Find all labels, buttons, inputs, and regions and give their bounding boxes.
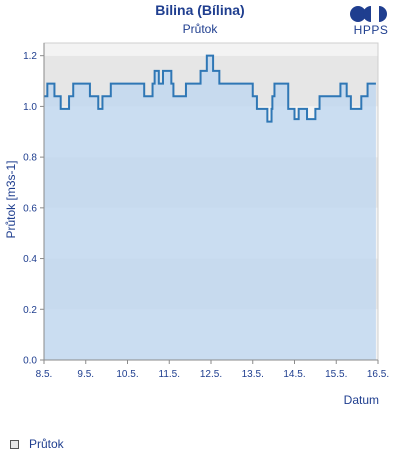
legend-swatch-icon[interactable] <box>10 439 19 449</box>
logo-mark-icon <box>350 6 387 22</box>
hpps-logo: HPPS <box>346 4 400 44</box>
x-tick-label: 10.5. <box>116 369 138 380</box>
y-tick-label: 0.6 <box>23 203 37 214</box>
x-tick-label: 8.5. <box>36 369 53 380</box>
y-tick-label: 0.8 <box>23 153 37 164</box>
x-tick-label: 13.5. <box>242 369 264 380</box>
x-axis-title: Datum <box>344 393 379 407</box>
x-tick-label: 16.5. <box>367 369 389 380</box>
x-tick-label: 9.5. <box>77 369 94 380</box>
legend-label: Průtok <box>29 437 64 451</box>
x-tick-label: 14.5. <box>283 369 305 380</box>
x-tick-label: 11.5. <box>159 369 181 380</box>
x-tick-label: 15.5. <box>325 369 347 380</box>
y-tick-label: 1.2 <box>23 51 37 62</box>
x-tick-label: 12.5. <box>200 369 222 380</box>
flow-area <box>44 55 376 361</box>
y-tick-label: 0.2 <box>23 305 37 316</box>
chart-subtitle: Průtok <box>182 22 218 36</box>
logo-text: HPPS <box>353 23 389 37</box>
y-axis-title: Průtok [m3s-1] <box>4 160 18 238</box>
chart-title: Bilina (Bílina) <box>155 2 245 18</box>
y-tick-label: 0.0 <box>23 356 37 367</box>
y-tick-label: 0.4 <box>23 254 37 265</box>
y-tick-label: 1.0 <box>23 102 37 113</box>
flow-line <box>44 54 376 123</box>
grid-band <box>44 43 378 56</box>
legend: Průtok <box>10 437 64 451</box>
